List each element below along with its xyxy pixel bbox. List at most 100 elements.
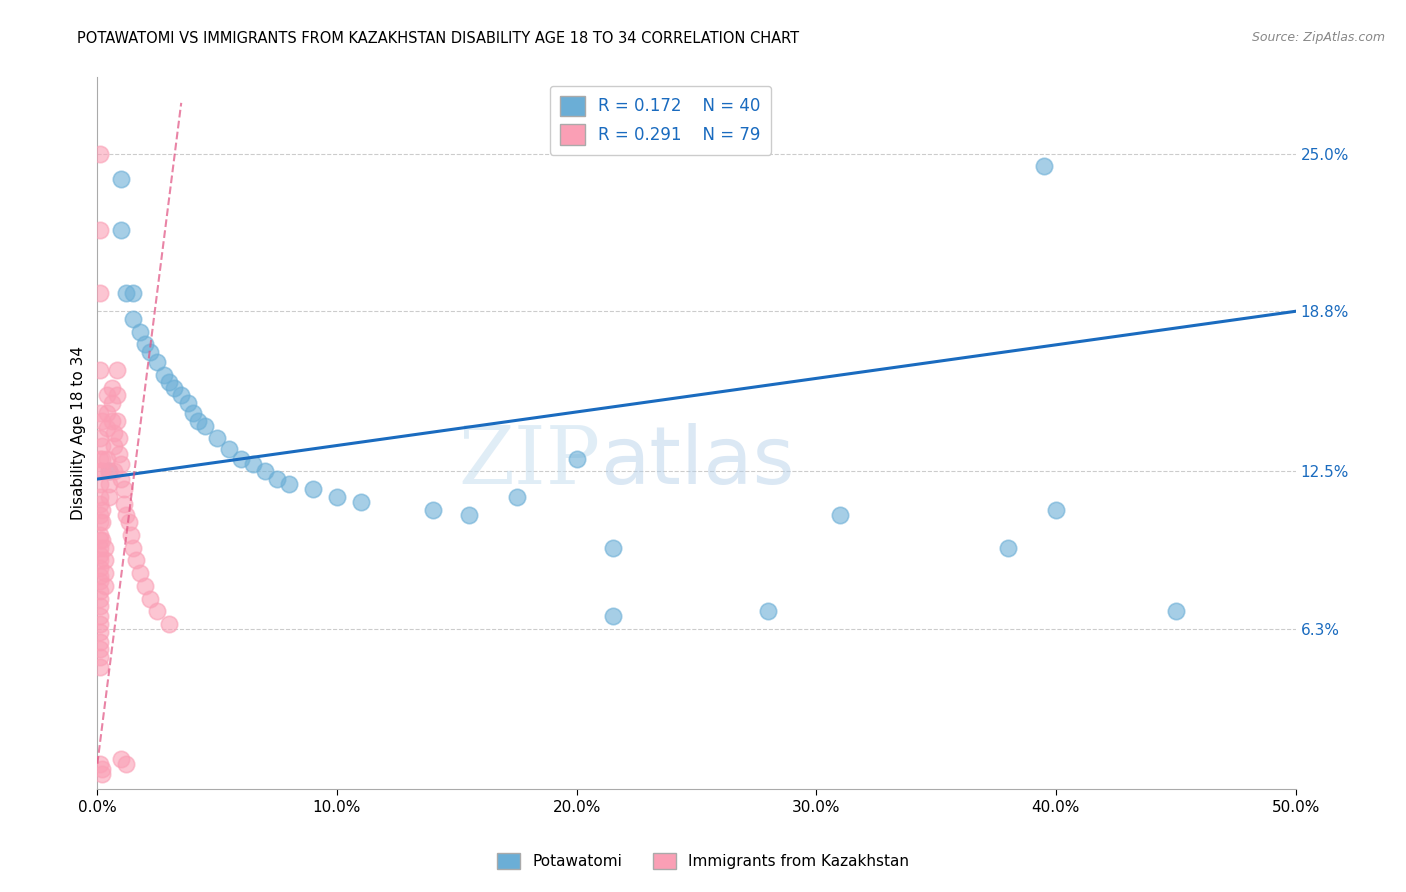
Point — [157, 376, 180, 390]
Point — [89, 508, 111, 522]
Point — [98, 477, 121, 491]
Point — [506, 490, 529, 504]
Point — [89, 568, 111, 582]
Point — [89, 591, 111, 606]
Point — [89, 490, 111, 504]
Point — [89, 464, 111, 478]
Point — [115, 508, 138, 522]
Point — [89, 498, 111, 512]
Point — [98, 490, 121, 504]
Point — [89, 541, 111, 555]
Legend: Potawatomi, Immigrants from Kazakhstan: Potawatomi, Immigrants from Kazakhstan — [491, 847, 915, 875]
Point — [91, 762, 114, 776]
Point — [1045, 502, 1067, 516]
Point — [89, 561, 111, 575]
Point — [278, 477, 301, 491]
Point — [110, 172, 132, 186]
Point — [100, 380, 122, 394]
Point — [266, 472, 288, 486]
Point — [89, 553, 111, 567]
Point — [110, 223, 132, 237]
Point — [254, 464, 277, 478]
Point — [91, 451, 114, 466]
Point — [91, 515, 114, 529]
Point — [89, 477, 111, 491]
Point — [110, 751, 132, 765]
Point — [93, 553, 115, 567]
Point — [157, 616, 180, 631]
Point — [177, 396, 200, 410]
Point — [125, 553, 148, 567]
Point — [98, 464, 121, 478]
Legend: R = 0.172    N = 40, R = 0.291    N = 79: R = 0.172 N = 40, R = 0.291 N = 79 — [550, 86, 770, 155]
Point — [129, 566, 152, 580]
Point — [103, 439, 125, 453]
Point — [997, 541, 1019, 555]
Point — [89, 634, 111, 648]
Point — [115, 286, 138, 301]
Point — [108, 431, 131, 445]
Point — [146, 604, 169, 618]
Point — [105, 388, 128, 402]
Point — [602, 609, 624, 624]
Point — [122, 541, 145, 555]
Point — [422, 502, 444, 516]
Point — [242, 457, 264, 471]
Point — [1033, 160, 1056, 174]
Point — [112, 498, 135, 512]
Point — [89, 574, 111, 588]
Point — [96, 406, 118, 420]
Point — [122, 286, 145, 301]
Point — [89, 650, 111, 665]
Point — [89, 642, 111, 657]
Point — [91, 533, 114, 547]
Text: Source: ZipAtlas.com: Source: ZipAtlas.com — [1251, 31, 1385, 45]
Point — [89, 431, 111, 445]
Point — [326, 490, 349, 504]
Point — [120, 528, 142, 542]
Point — [181, 406, 204, 420]
Point — [89, 609, 111, 624]
Text: atlas: atlas — [600, 423, 794, 500]
Text: ZIP: ZIP — [458, 423, 600, 500]
Point — [93, 566, 115, 580]
Point — [96, 451, 118, 466]
Point — [89, 223, 111, 237]
Point — [350, 495, 373, 509]
Point — [96, 388, 118, 402]
Point — [103, 426, 125, 441]
Point — [89, 146, 111, 161]
Point — [139, 345, 162, 359]
Point — [100, 396, 122, 410]
Point — [89, 583, 111, 598]
Point — [91, 414, 114, 428]
Point — [108, 447, 131, 461]
Point — [89, 363, 111, 377]
Point — [129, 325, 152, 339]
Point — [93, 579, 115, 593]
Point — [89, 599, 111, 614]
Point — [89, 756, 111, 771]
Y-axis label: Disability Age 18 to 34: Disability Age 18 to 34 — [72, 346, 86, 520]
Point — [602, 541, 624, 555]
Point — [117, 515, 139, 529]
Point — [110, 457, 132, 471]
Point — [205, 431, 228, 445]
Point — [122, 312, 145, 326]
Point — [134, 579, 156, 593]
Point — [105, 414, 128, 428]
Point — [89, 406, 111, 420]
Point — [153, 368, 176, 382]
Point — [89, 533, 111, 547]
Point — [170, 388, 193, 402]
Point — [91, 439, 114, 453]
Point — [134, 337, 156, 351]
Point — [91, 502, 114, 516]
Point — [139, 591, 162, 606]
Point — [89, 286, 111, 301]
Point — [457, 508, 479, 522]
Point — [146, 355, 169, 369]
Point — [103, 464, 125, 478]
Point — [93, 541, 115, 555]
Point — [565, 451, 588, 466]
